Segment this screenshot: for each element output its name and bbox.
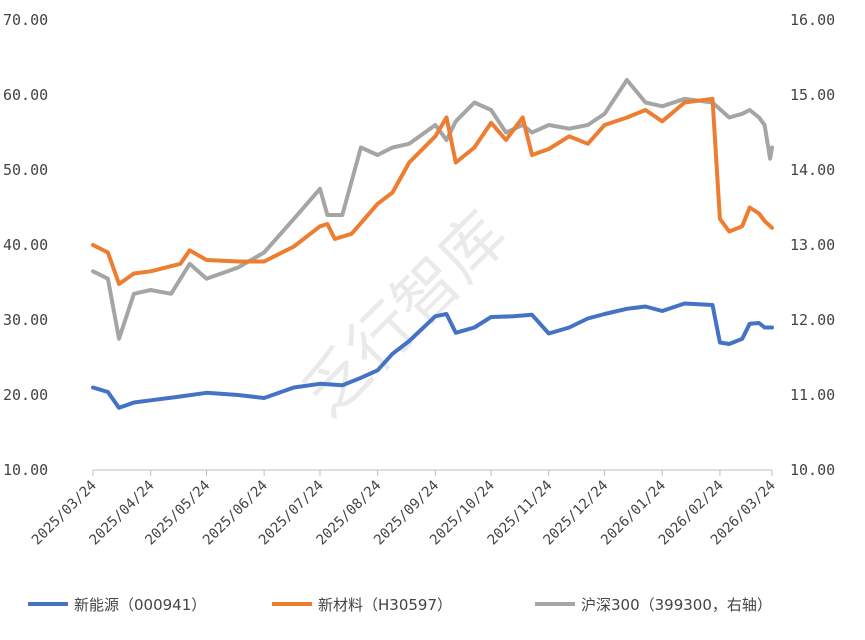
right-axis: 10.00 11.00 12.00 13.00 14.00 15.00 16.00 [790, 11, 835, 479]
y-left-tick-label: 50.00 [3, 161, 48, 179]
series-line-0 [91, 301, 774, 410]
y-left-tick-label: 40.00 [3, 236, 48, 254]
series-layer [91, 78, 774, 410]
legend-label: 新能源（000941） [74, 596, 206, 614]
legend-label: 新材料（H30597） [318, 596, 452, 614]
y-right-tick-label: 13.00 [790, 236, 835, 254]
left-axis: 10.00 20.00 30.00 40.00 50.00 60.00 70.00 [3, 11, 48, 479]
y-left-tick-label: 20.00 [3, 386, 48, 404]
y-left-tick-label: 10.00 [3, 461, 48, 479]
legend: 新能源（000941） 新材料（H30597） 沪深300（399300，右轴） [28, 596, 772, 614]
y-left-tick-label: 60.00 [3, 86, 48, 104]
y-right-tick-label: 16.00 [790, 11, 835, 29]
y-right-tick-label: 11.00 [790, 386, 835, 404]
y-right-tick-label: 15.00 [790, 86, 835, 104]
y-right-tick-label: 12.00 [790, 311, 835, 329]
watermark-text: 乏行智库 [288, 198, 521, 431]
y-left-tick-label: 30.00 [3, 311, 48, 329]
y-left-tick-label: 70.00 [3, 11, 48, 29]
y-right-tick-label: 14.00 [790, 161, 835, 179]
series-line-2 [91, 78, 774, 341]
series-line-1 [91, 96, 774, 286]
y-right-tick-label: 10.00 [790, 461, 835, 479]
x-axis: 2025/03/242025/04/242025/05/242025/06/24… [29, 469, 779, 548]
legend-label: 沪深300（399300，右轴） [581, 596, 772, 614]
